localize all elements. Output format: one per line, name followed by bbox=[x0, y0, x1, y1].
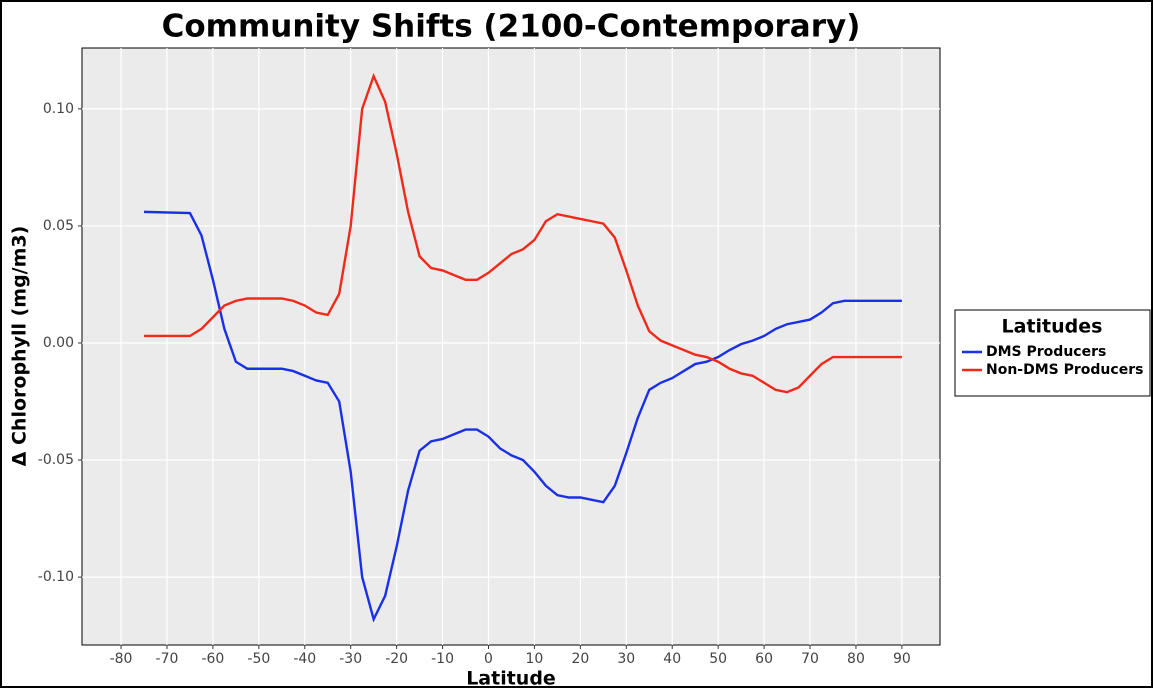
x-tick-label: -40 bbox=[293, 651, 316, 667]
y-tick-label: 0.10 bbox=[43, 101, 74, 117]
y-axis-label: Δ Chlorophyll (mg/m3) bbox=[9, 226, 31, 467]
series-line bbox=[144, 72, 902, 394]
panel bbox=[81, 47, 941, 646]
x-tick-label: -60 bbox=[201, 651, 224, 667]
y-tick-label: 0.05 bbox=[43, 218, 74, 234]
y-tick-label: -0.10 bbox=[38, 569, 74, 585]
x-tick-label: -10 bbox=[431, 651, 454, 667]
x-tick-label: -50 bbox=[247, 651, 270, 667]
legend-title: Latitudes bbox=[1002, 316, 1103, 338]
x-tick-label: 50 bbox=[709, 651, 727, 667]
series-line bbox=[143, 210, 902, 623]
x-tick-label: 80 bbox=[847, 651, 865, 667]
x-tick-label: -20 bbox=[385, 651, 408, 667]
x-axis-label: Latitude bbox=[466, 668, 556, 688]
x-tick-label: 0 bbox=[484, 651, 493, 667]
legend-label: DMS Producers bbox=[986, 344, 1106, 360]
y-tick-label: 0.00 bbox=[43, 335, 74, 351]
x-tick-label: 90 bbox=[893, 651, 911, 667]
legend bbox=[954, 309, 1151, 397]
x-tick-label: 60 bbox=[755, 651, 773, 667]
x-tick-label: -80 bbox=[110, 651, 133, 667]
x-tick-label: 10 bbox=[526, 651, 544, 667]
x-tick-label: 30 bbox=[617, 651, 635, 667]
x-tick-label: 40 bbox=[663, 651, 681, 667]
y-tick-label: -0.05 bbox=[38, 452, 74, 468]
x-tick-label: 20 bbox=[571, 651, 589, 667]
x-tick-label: -30 bbox=[339, 651, 362, 667]
chart-title: Community Shifts (2100-Contemporary) bbox=[162, 9, 861, 45]
x-tick-label: 70 bbox=[801, 651, 819, 667]
x-tick-label: -70 bbox=[156, 651, 179, 667]
legend-label: Non-DMS Producers bbox=[986, 362, 1143, 378]
